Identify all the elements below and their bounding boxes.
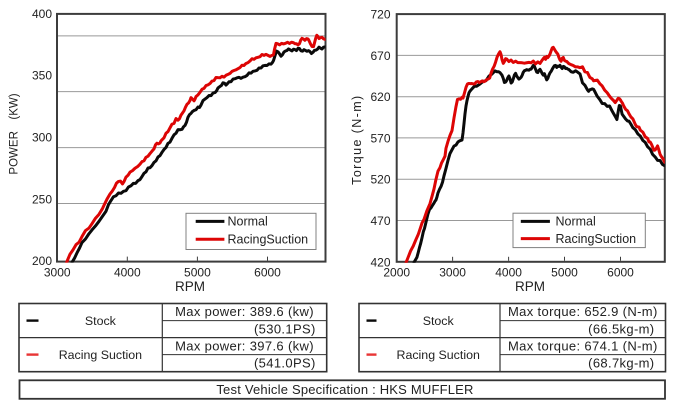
svg-text:620: 620: [370, 90, 390, 104]
svg-text:250: 250: [32, 193, 52, 207]
svg-text:5000: 5000: [551, 266, 578, 280]
svg-text:RacingSuction: RacingSuction: [228, 233, 309, 247]
svg-text:420: 420: [370, 255, 390, 269]
svg-text:6000: 6000: [607, 266, 634, 280]
svg-text:Racing Suction: Racing Suction: [59, 348, 142, 362]
svg-text:Stock: Stock: [85, 314, 117, 328]
svg-text:Normal: Normal: [228, 215, 268, 229]
svg-text:300: 300: [32, 131, 52, 145]
svg-text:Max torque: 674.1 (N-m): Max torque: 674.1 (N-m): [508, 338, 658, 353]
svg-text:570: 570: [370, 131, 390, 145]
svg-text:(68.7kg-m): (68.7kg-m): [588, 355, 654, 370]
svg-text:Max power: 397.6 (kw): Max power: 397.6 (kw): [175, 338, 314, 353]
svg-text:Max torque: 652.9 (N-m): Max torque: 652.9 (N-m): [508, 304, 658, 319]
svg-text:Normal: Normal: [556, 215, 596, 229]
svg-text:Test Vehicle Specification : H: Test Vehicle Specification : HKS MUFFLER: [216, 382, 473, 397]
svg-text:5000: 5000: [184, 266, 211, 280]
svg-text:Stock: Stock: [423, 314, 455, 328]
svg-text:(530.1PS): (530.1PS): [254, 321, 316, 336]
svg-text:Torque (N-m): Torque (N-m): [350, 94, 364, 184]
svg-text:3000: 3000: [44, 266, 71, 280]
svg-text:RacingSuction: RacingSuction: [556, 232, 637, 246]
svg-text:400: 400: [32, 7, 52, 21]
svg-text:RPM: RPM: [515, 279, 545, 294]
svg-text:470: 470: [370, 214, 390, 228]
svg-text:3000: 3000: [439, 266, 466, 280]
svg-text:RPM: RPM: [175, 279, 205, 294]
svg-text:6000: 6000: [254, 266, 281, 280]
svg-text:670: 670: [370, 49, 390, 63]
svg-text:4000: 4000: [114, 266, 141, 280]
svg-text:720: 720: [370, 8, 390, 22]
svg-text:4000: 4000: [495, 266, 522, 280]
svg-text:Racing Suction: Racing Suction: [397, 348, 480, 362]
svg-text:2000: 2000: [383, 266, 410, 280]
svg-text:200: 200: [32, 254, 52, 268]
svg-text:(541.0PS): (541.0PS): [254, 355, 316, 370]
svg-text:350: 350: [32, 69, 52, 83]
svg-text:(66.5kg-m): (66.5kg-m): [588, 321, 654, 336]
svg-text:Max power: 389.6 (kw): Max power: 389.6 (kw): [175, 304, 314, 319]
svg-text:520: 520: [370, 173, 390, 187]
svg-text:POWER (KW): POWER (KW): [9, 93, 21, 174]
